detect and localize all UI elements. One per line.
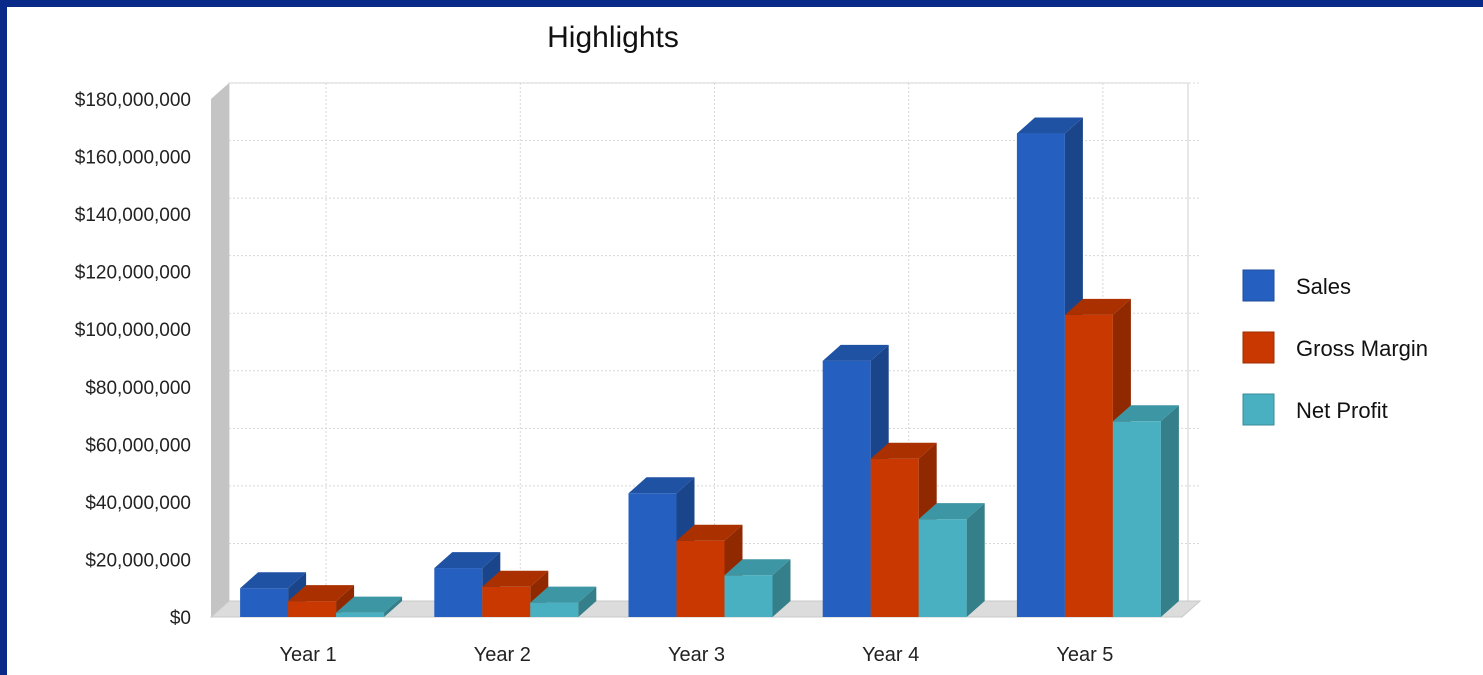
chart-title: Highlights: [547, 21, 679, 54]
bar-side: [966, 503, 985, 617]
legend-swatch: [1242, 331, 1275, 364]
bar-top: [482, 570, 549, 587]
legend-swatch: [1242, 269, 1275, 302]
bar: [918, 503, 985, 617]
bar-front: [530, 602, 579, 617]
legend-label: Sales: [1296, 274, 1351, 299]
bar-front: [822, 360, 871, 617]
bar-front: [240, 588, 289, 617]
bar-top: [336, 596, 403, 613]
bar-front: [724, 575, 773, 617]
bar-side: [1160, 405, 1179, 617]
y-axis-tick-labels: $0 $20,000,000 $40,000,000 $60,000,000 $80,0…: [75, 90, 191, 629]
legend-swatch: [1242, 393, 1275, 426]
bar-top: [288, 585, 355, 602]
y-tick-label: $120,000,000: [75, 263, 191, 284]
y-tick-label: $140,000,000: [75, 205, 191, 226]
y-tick-label: $0: [170, 608, 191, 629]
bar-front: [1016, 133, 1065, 617]
bar-top: [434, 552, 501, 569]
bar-front: [676, 540, 725, 617]
bar-top: [1064, 298, 1131, 315]
y-tick-label: $40,000,000: [85, 493, 191, 514]
bar-front: [628, 493, 677, 617]
y-tick-label: $60,000,000: [85, 435, 191, 456]
chart-frame: $0 $20,000,000 $40,000,000 $60,000,000 $80,0…: [7, 7, 1483, 675]
y-tick-label: $80,000,000: [85, 378, 191, 399]
legend-label: Net Profit: [1296, 398, 1388, 423]
bar-top: [628, 477, 695, 494]
x-axis-category-labels: Year 1 Year 2 Year 3 Year 4 Year 5: [280, 644, 1114, 666]
bars: [240, 117, 1179, 618]
bar: [530, 586, 597, 617]
bar-top: [870, 442, 937, 459]
y-tick-label: $180,000,000: [75, 90, 191, 111]
legend-label: Gross Margin: [1296, 336, 1428, 361]
x-category-label: Year 3: [668, 644, 725, 666]
bar-front: [918, 519, 967, 617]
bar-side: [578, 586, 597, 617]
bar-top: [1112, 405, 1179, 422]
bar-chart: $0 $20,000,000 $40,000,000 $60,000,000 $80,0…: [75, 21, 1428, 666]
bar: [1112, 405, 1179, 617]
bar-top: [724, 559, 791, 576]
bar-side: [772, 559, 791, 617]
bar-top: [918, 503, 985, 520]
bar-front: [870, 458, 919, 617]
legend: Sales Gross Margin Net Profit: [1242, 269, 1428, 426]
bar-front: [482, 586, 531, 617]
bar: [724, 559, 791, 617]
bar: [288, 585, 355, 617]
left-wall: [211, 83, 229, 617]
bar-front: [1064, 314, 1113, 617]
y-tick-label: $160,000,000: [75, 148, 191, 169]
x-category-label: Year 4: [862, 644, 919, 666]
bar: [336, 596, 403, 617]
y-tick-label: $100,000,000: [75, 320, 191, 341]
bar-top: [1016, 117, 1083, 134]
y-tick-label: $20,000,000: [85, 550, 191, 571]
bar-top: [530, 586, 597, 603]
bar-side: [384, 596, 403, 617]
bar-front: [1112, 421, 1161, 617]
x-category-label: Year 1: [280, 644, 337, 666]
x-category-label: Year 2: [474, 644, 531, 666]
bar-front: [434, 568, 483, 617]
bar-front: [288, 601, 337, 617]
bar-top: [240, 572, 307, 589]
bar-top: [822, 344, 889, 361]
x-category-label: Year 5: [1056, 644, 1113, 666]
bar-front: [336, 612, 385, 617]
bar-top: [676, 524, 743, 541]
